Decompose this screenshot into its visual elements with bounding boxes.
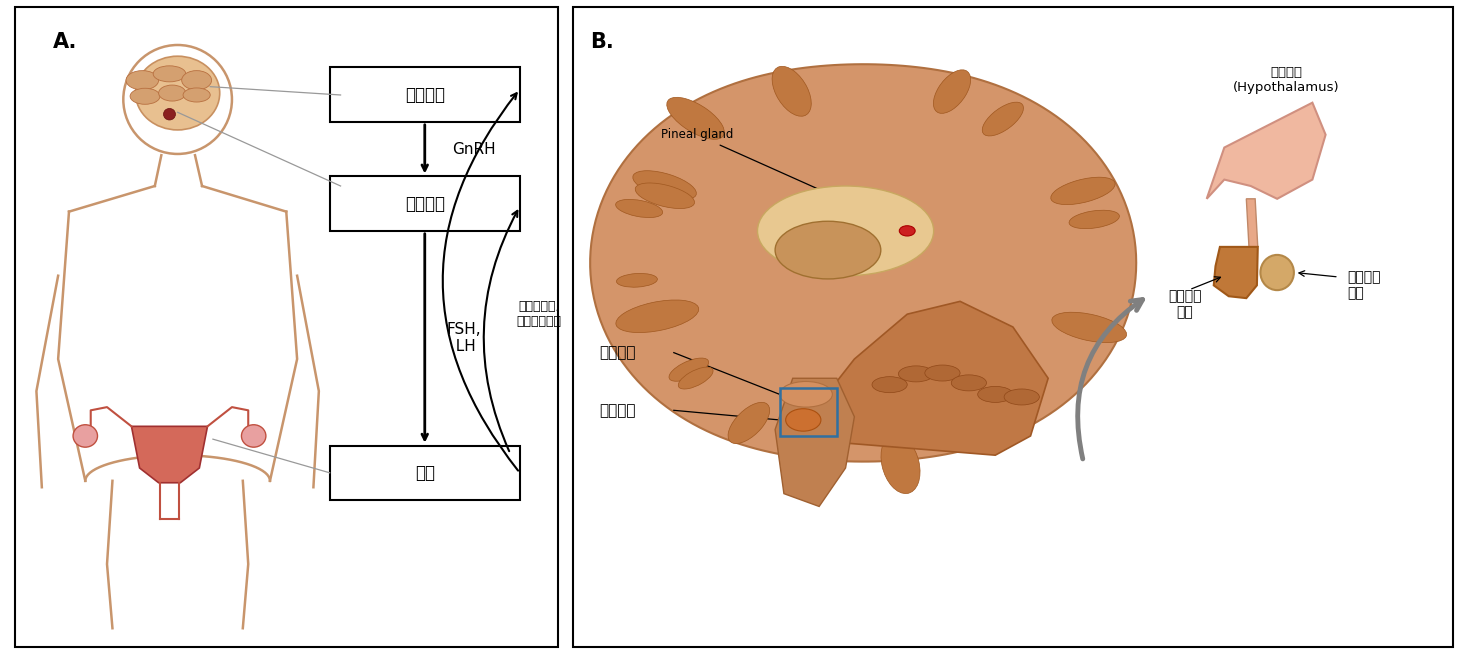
Ellipse shape xyxy=(163,109,176,120)
Ellipse shape xyxy=(872,377,907,392)
Ellipse shape xyxy=(898,366,934,382)
Ellipse shape xyxy=(775,221,881,279)
Ellipse shape xyxy=(241,424,266,447)
Ellipse shape xyxy=(666,97,724,139)
Ellipse shape xyxy=(633,171,696,200)
Ellipse shape xyxy=(615,199,662,218)
Ellipse shape xyxy=(757,186,934,276)
Text: 뇌하수체: 뇌하수체 xyxy=(599,403,636,418)
Ellipse shape xyxy=(978,387,1013,402)
Ellipse shape xyxy=(73,424,97,447)
Ellipse shape xyxy=(951,375,986,391)
Ellipse shape xyxy=(956,408,985,439)
Text: FSH,
  LH: FSH, LH xyxy=(446,322,482,354)
Ellipse shape xyxy=(617,273,658,287)
Polygon shape xyxy=(775,378,854,506)
Polygon shape xyxy=(590,64,1136,462)
Polygon shape xyxy=(1246,199,1258,247)
Ellipse shape xyxy=(728,402,769,443)
Ellipse shape xyxy=(787,407,831,468)
Ellipse shape xyxy=(1004,389,1039,405)
Text: B.: B. xyxy=(590,32,614,52)
Ellipse shape xyxy=(669,358,709,381)
Ellipse shape xyxy=(785,409,821,431)
Ellipse shape xyxy=(900,226,915,236)
Ellipse shape xyxy=(182,71,211,90)
Ellipse shape xyxy=(1261,255,1293,290)
Text: 에스트로겐,
프로게스테론: 에스트로겐, 프로게스테론 xyxy=(517,300,561,328)
Text: Pineal gland: Pineal gland xyxy=(661,128,901,226)
Ellipse shape xyxy=(159,85,186,101)
Bar xyxy=(330,177,520,231)
Ellipse shape xyxy=(678,367,713,389)
Text: A.: A. xyxy=(53,32,78,52)
Text: 뇌하수체
전엽: 뇌하수체 전엽 xyxy=(1169,290,1201,320)
Ellipse shape xyxy=(1051,177,1116,205)
Text: 시상하부: 시상하부 xyxy=(599,345,636,360)
Polygon shape xyxy=(1207,103,1326,199)
Ellipse shape xyxy=(184,88,210,102)
Text: 뇌하수체: 뇌하수체 xyxy=(405,195,445,213)
Ellipse shape xyxy=(982,102,1023,136)
Ellipse shape xyxy=(881,434,920,494)
Ellipse shape xyxy=(925,365,960,381)
Ellipse shape xyxy=(1069,210,1120,229)
Polygon shape xyxy=(1214,247,1258,298)
Ellipse shape xyxy=(126,71,159,90)
Ellipse shape xyxy=(153,66,186,82)
Bar xyxy=(330,445,520,500)
Text: 난소: 난소 xyxy=(415,464,435,482)
Polygon shape xyxy=(132,426,207,483)
Text: 시상하부
(Hypothalamus): 시상하부 (Hypothalamus) xyxy=(1233,66,1339,94)
Bar xyxy=(780,388,837,436)
Text: 시상하부: 시상하부 xyxy=(405,86,445,104)
Ellipse shape xyxy=(135,56,220,130)
Ellipse shape xyxy=(636,183,694,209)
Ellipse shape xyxy=(617,300,699,333)
Ellipse shape xyxy=(934,70,970,113)
Ellipse shape xyxy=(1053,312,1126,343)
Text: 뇌하수체
후엽: 뇌하수체 후엽 xyxy=(1348,270,1381,300)
Ellipse shape xyxy=(780,381,832,407)
Bar xyxy=(330,67,520,122)
Ellipse shape xyxy=(131,88,160,104)
Ellipse shape xyxy=(772,66,812,116)
Polygon shape xyxy=(819,301,1048,455)
Text: GnRH: GnRH xyxy=(452,142,496,157)
